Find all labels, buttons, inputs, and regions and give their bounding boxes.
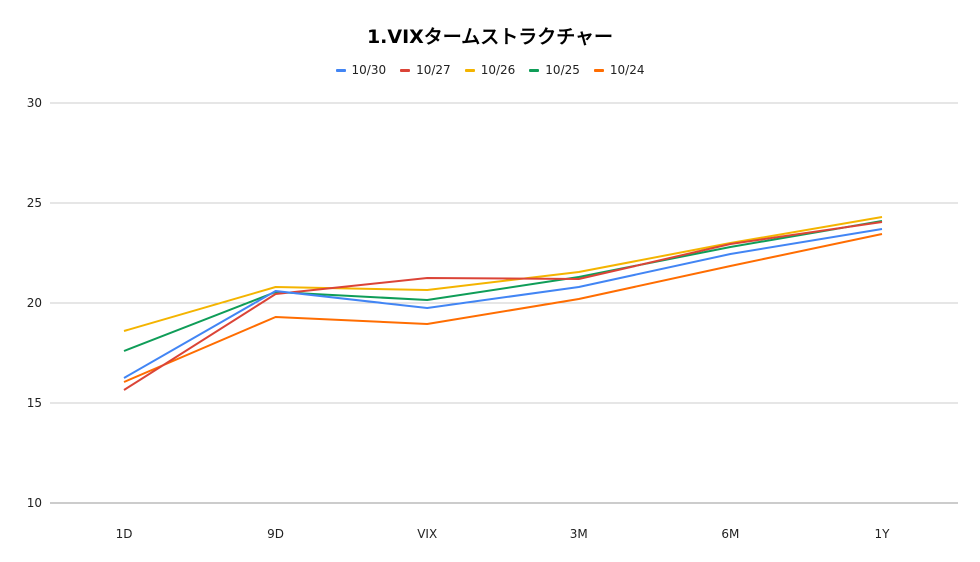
legend-swatch: [400, 68, 411, 72]
y-tick-label: 30: [27, 96, 42, 110]
legend-label: 10/27: [416, 63, 451, 77]
legend: 10/30 10/27 10/26 10/25 10/24: [0, 63, 980, 77]
series-line-10-24: [123, 233, 883, 383]
legend-swatch: [593, 68, 604, 72]
y-tick-label: 25: [27, 196, 42, 210]
x-tick-label: 9D: [267, 527, 284, 541]
legend-item-10-30: 10/30: [335, 63, 387, 77]
x-tick-label: VIX: [417, 527, 437, 541]
legend-item-10-27: 10/27: [400, 63, 451, 77]
legend-label: 10/24: [609, 63, 645, 77]
legend-label: 10/30: [351, 63, 387, 77]
series-line-10-27: [123, 221, 883, 391]
legend-label: 10/26: [480, 63, 516, 77]
legend-item-10-26: 10/26: [464, 63, 516, 77]
x-tick-label: 1D: [116, 527, 133, 541]
x-tick-label: 3M: [570, 527, 588, 541]
y-tick-label: 20: [27, 296, 42, 310]
y-tick-labels: 10 15 20 25 30: [27, 96, 42, 510]
legend-item-10-24: 10/24: [593, 63, 645, 77]
series-line-10-30: [123, 228, 883, 379]
legend-swatch: [335, 68, 346, 72]
y-tick-label: 10: [27, 496, 42, 510]
legend-item-10-25: 10/25: [529, 63, 580, 77]
legend-label: 10/25: [545, 63, 580, 77]
chart-title: 1.VIXタームストラクチャー: [366, 26, 614, 48]
grid-lines: [50, 102, 958, 504]
x-tick-label: 6M: [721, 527, 739, 541]
x-tick-labels: 1D 9D VIX 3M 6M 1Y: [116, 527, 891, 541]
series-line-10-26: [123, 216, 883, 332]
x-tick-label: 1Y: [875, 527, 891, 541]
legend-swatch: [464, 68, 475, 72]
series-line-10-25: [123, 220, 883, 352]
y-tick-label: 15: [27, 396, 42, 410]
legend-swatch: [529, 68, 540, 72]
series-lines: [123, 216, 883, 391]
